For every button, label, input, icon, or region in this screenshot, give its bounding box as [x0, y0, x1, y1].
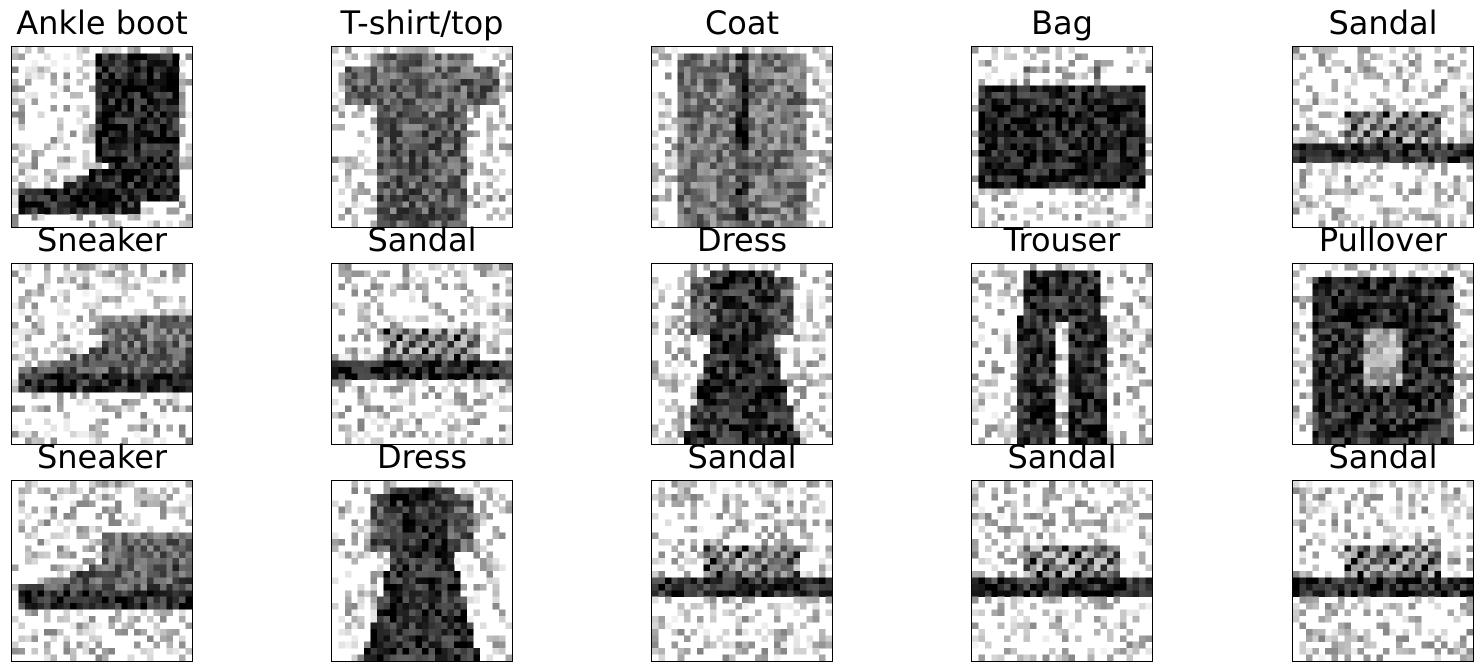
sneaker-silhouette [12, 264, 192, 444]
fashion-image [1292, 46, 1474, 228]
ankle-boot-silhouette [12, 47, 192, 227]
image-title: Sneaker [36, 438, 168, 476]
pullover-silhouette [1293, 264, 1473, 444]
image-title: Dress [696, 221, 788, 259]
image-title: Dress [376, 438, 468, 476]
image-title: Sandal [687, 438, 797, 476]
sandal-silhouette [1293, 47, 1473, 227]
dress-silhouette [332, 481, 512, 661]
image-title: Sandal [1328, 438, 1438, 476]
image-title: Pullover [1318, 221, 1448, 259]
sandal-silhouette [972, 481, 1152, 661]
fashion-image [971, 480, 1153, 662]
fashion-image [11, 263, 193, 445]
image-title: T-shirt/top [340, 4, 504, 42]
fashion-image [331, 480, 513, 662]
fashion-image [1292, 263, 1474, 445]
fashion-image [331, 46, 513, 228]
image-title: Trouser [1003, 221, 1121, 259]
fashion-image [971, 46, 1153, 228]
image-title: Sneaker [36, 221, 168, 259]
image-title: Sandal [1328, 4, 1438, 42]
bag-silhouette [972, 47, 1152, 227]
fashion-image [651, 480, 833, 662]
fashion-image [651, 46, 833, 228]
sneaker-silhouette [12, 481, 192, 661]
sandal-silhouette [652, 481, 832, 661]
fashion-image [331, 263, 513, 445]
image-title: Sandal [1007, 438, 1117, 476]
image-title: Ankle boot [16, 4, 188, 42]
sandal-silhouette [332, 264, 512, 444]
fashion-image [651, 263, 833, 445]
image-title: Coat [704, 4, 780, 42]
coat-silhouette [652, 47, 832, 227]
dress-silhouette [652, 264, 832, 444]
sandal-silhouette [1293, 481, 1473, 661]
fashion-image [971, 263, 1153, 445]
fashion-image [11, 46, 193, 228]
image-title: Bag [1031, 4, 1093, 42]
image-title: Sandal [367, 221, 477, 259]
t-shirt-silhouette [332, 47, 512, 227]
fashion-image [11, 480, 193, 662]
fashion-image [1292, 480, 1474, 662]
trouser-silhouette [972, 264, 1152, 444]
